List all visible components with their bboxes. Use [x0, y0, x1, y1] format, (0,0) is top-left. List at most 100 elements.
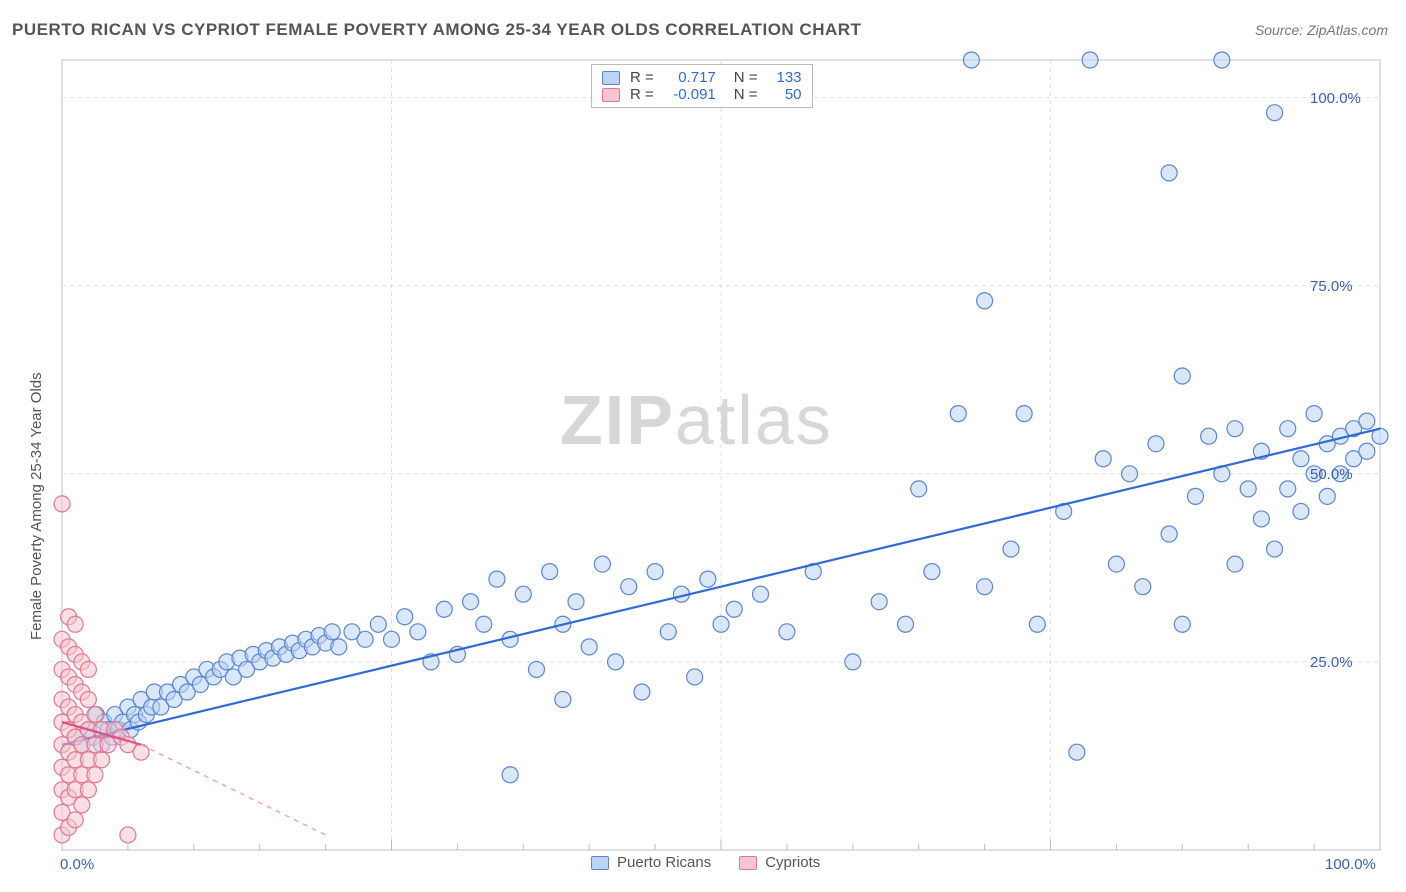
- data-point: [1280, 481, 1296, 497]
- data-point: [74, 797, 90, 813]
- data-point: [384, 631, 400, 647]
- legend-label: Cypriots: [765, 854, 820, 871]
- legend-item: Puerto Ricans: [591, 854, 711, 871]
- data-point: [476, 616, 492, 632]
- data-point: [94, 752, 110, 768]
- data-point: [410, 624, 426, 640]
- data-point: [924, 564, 940, 580]
- data-point: [594, 556, 610, 572]
- data-point: [753, 586, 769, 602]
- data-point: [1359, 443, 1375, 459]
- y-tick-label: 100.0%: [1310, 90, 1361, 107]
- data-point: [898, 616, 914, 632]
- scatter-plot: [0, 0, 1406, 892]
- data-point: [436, 601, 452, 617]
- data-point: [1319, 488, 1335, 504]
- data-point: [660, 624, 676, 640]
- data-point: [779, 624, 795, 640]
- n-value: 50: [768, 86, 802, 103]
- data-point: [1293, 503, 1309, 519]
- legend-swatch: [602, 88, 620, 102]
- data-point: [502, 767, 518, 783]
- data-point: [555, 692, 571, 708]
- r-label: R =: [630, 86, 654, 103]
- r-value: -0.091: [664, 86, 716, 103]
- data-point: [1174, 368, 1190, 384]
- data-point: [1148, 436, 1164, 452]
- data-point: [845, 654, 861, 670]
- x-tick-label: 100.0%: [1325, 856, 1376, 873]
- data-point: [54, 496, 70, 512]
- data-point: [1174, 616, 1190, 632]
- data-point: [528, 661, 544, 677]
- data-point: [726, 601, 742, 617]
- x-tick-label: 0.0%: [60, 856, 94, 873]
- data-point: [1359, 413, 1375, 429]
- n-label: N =: [734, 86, 758, 103]
- data-point: [80, 661, 96, 677]
- y-tick-label: 25.0%: [1310, 654, 1353, 671]
- data-point: [1253, 511, 1269, 527]
- r-label: R =: [630, 69, 654, 86]
- data-point: [133, 744, 149, 760]
- data-point: [67, 812, 83, 828]
- data-point: [87, 707, 103, 723]
- y-tick-label: 50.0%: [1310, 466, 1353, 483]
- data-point: [977, 293, 993, 309]
- legend-swatch: [739, 856, 757, 870]
- data-point: [1003, 541, 1019, 557]
- data-point: [647, 564, 663, 580]
- legend-item: Cypriots: [739, 854, 820, 871]
- data-point: [1227, 556, 1243, 572]
- data-point: [1161, 526, 1177, 542]
- data-point: [1069, 744, 1085, 760]
- data-point: [1095, 451, 1111, 467]
- data-point: [1187, 488, 1203, 504]
- data-point: [1016, 406, 1032, 422]
- data-point: [1029, 616, 1045, 632]
- data-point: [911, 481, 927, 497]
- data-point: [370, 616, 386, 632]
- data-point: [1135, 579, 1151, 595]
- legend-stat-row: R =0.717N =133: [602, 69, 802, 86]
- data-point: [1240, 481, 1256, 497]
- data-point: [700, 571, 716, 587]
- data-point: [331, 639, 347, 655]
- data-point: [324, 624, 340, 640]
- data-point: [1082, 52, 1098, 68]
- data-point: [1293, 451, 1309, 467]
- data-point: [1201, 428, 1217, 444]
- y-tick-label: 75.0%: [1310, 278, 1353, 295]
- data-point: [1267, 541, 1283, 557]
- data-point: [542, 564, 558, 580]
- data-point: [1280, 421, 1296, 437]
- data-point: [621, 579, 637, 595]
- data-point: [634, 684, 650, 700]
- legend-swatch: [602, 71, 620, 85]
- data-point: [950, 406, 966, 422]
- data-point: [608, 654, 624, 670]
- n-label: N =: [734, 69, 758, 86]
- data-point: [80, 692, 96, 708]
- data-point: [1214, 52, 1230, 68]
- data-point: [963, 52, 979, 68]
- data-point: [977, 579, 993, 595]
- data-point: [463, 594, 479, 610]
- data-point: [357, 631, 373, 647]
- data-point: [67, 616, 83, 632]
- series-legend: Puerto Ricans Cypriots: [591, 854, 820, 871]
- r-value: 0.717: [664, 69, 716, 86]
- data-point: [713, 616, 729, 632]
- data-point: [581, 639, 597, 655]
- legend-stat-row: R = -0.091 N = 50: [602, 86, 802, 103]
- legend-label: Puerto Ricans: [617, 854, 711, 871]
- data-point: [1161, 165, 1177, 181]
- data-point: [1267, 105, 1283, 121]
- data-point: [568, 594, 584, 610]
- correlation-legend: R =0.717N =133R =-0.091N =50: [591, 64, 813, 108]
- data-point: [87, 767, 103, 783]
- data-point: [515, 586, 531, 602]
- data-point: [80, 782, 96, 798]
- data-point: [1227, 421, 1243, 437]
- legend-swatch: [591, 856, 609, 870]
